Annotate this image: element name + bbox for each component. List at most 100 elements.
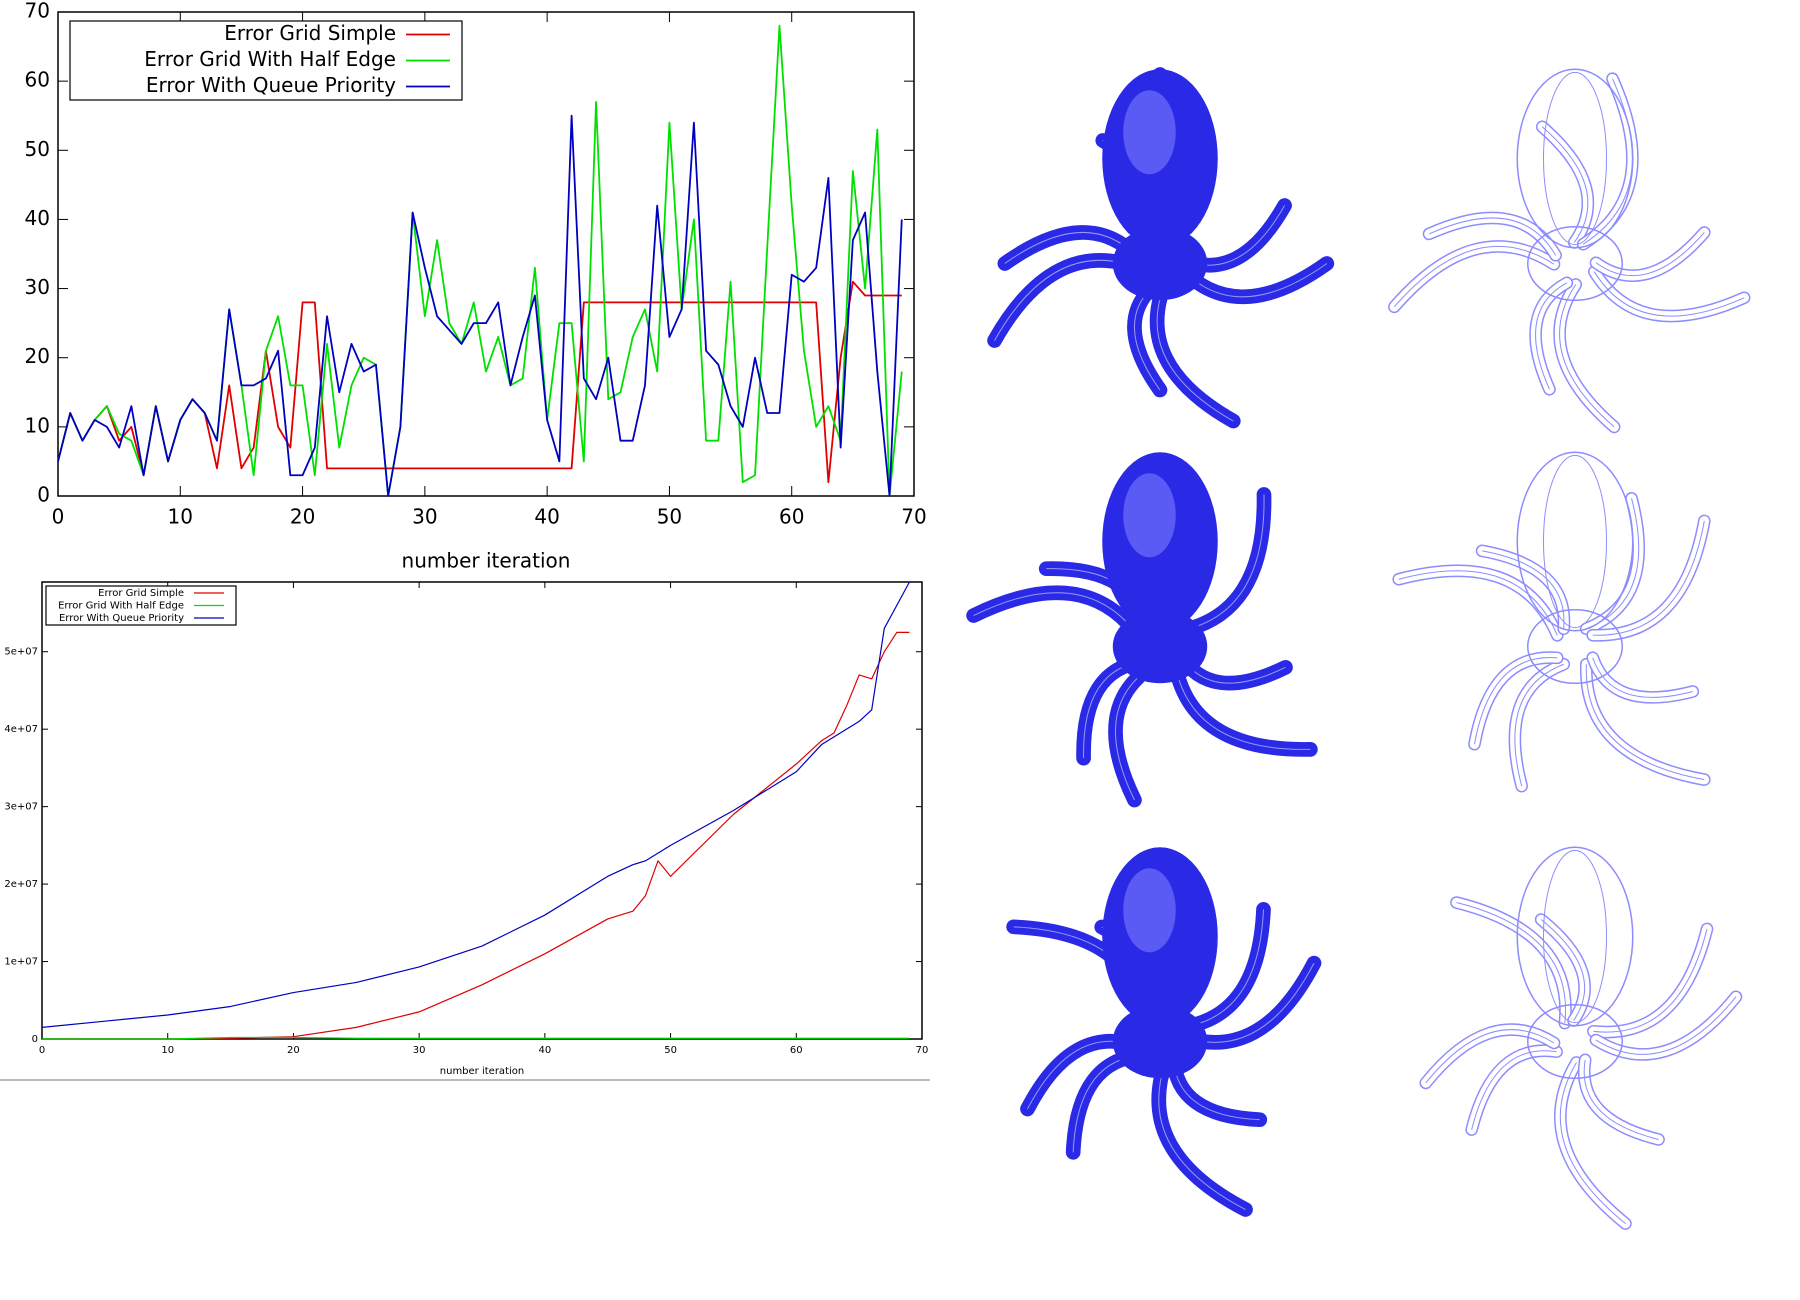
legend-label: Error Grid With Half Edge xyxy=(144,47,396,71)
tentacle-mid xyxy=(1593,271,1745,317)
body xyxy=(1112,1004,1208,1079)
tentacle-mid xyxy=(1473,657,1558,745)
wireframe-mesh xyxy=(1392,451,1711,793)
tentacle-mid xyxy=(1585,664,1705,781)
head-inner xyxy=(1543,454,1607,629)
tentacle-mid xyxy=(1583,1059,1659,1140)
head xyxy=(1516,68,1634,249)
x-tick-label: 40 xyxy=(534,505,559,529)
body xyxy=(1112,226,1208,301)
y-tick-label: 1e+07 xyxy=(4,957,38,968)
y-tick-label: 2e+07 xyxy=(4,879,38,890)
y-tick-label: 20 xyxy=(25,344,50,368)
x-axis-label: number iteration xyxy=(440,1066,524,1077)
tentacle-edge xyxy=(1156,283,1234,422)
body xyxy=(1527,1004,1623,1079)
legend-label: Error Grid Simple xyxy=(224,21,396,45)
x-tick-label: 50 xyxy=(657,505,682,529)
y-tick-label: 40 xyxy=(25,206,50,230)
tentacle xyxy=(1149,276,1241,429)
tentacle xyxy=(1591,227,1710,281)
tentacle xyxy=(1510,659,1569,791)
x-axis-label: number iteration xyxy=(402,549,571,573)
head xyxy=(1516,846,1634,1027)
series-line xyxy=(41,581,910,1028)
x-tick-label: 60 xyxy=(779,505,804,529)
tentacle-mid xyxy=(1582,78,1633,245)
x-tick-label: 30 xyxy=(412,505,437,529)
wireframe-mesh xyxy=(1388,68,1751,434)
y-tick-label: 5e+07 xyxy=(4,647,38,658)
x-tick-label: 70 xyxy=(916,1045,929,1056)
plot-frame xyxy=(57,11,915,497)
body xyxy=(1527,609,1623,684)
x-tick-label: 60 xyxy=(790,1045,803,1056)
head-shine xyxy=(1123,868,1176,953)
y-tick-label: 30 xyxy=(25,275,50,299)
tentacle-mid xyxy=(1559,1062,1626,1224)
x-tick-label: 20 xyxy=(290,505,315,529)
tentacle-edge xyxy=(1158,1061,1246,1210)
y-tick-label: 60 xyxy=(25,68,50,92)
series-line xyxy=(42,1036,910,1040)
y-tick-label: 3e+07 xyxy=(4,802,38,813)
tentacle-mid xyxy=(1425,1029,1555,1084)
tentacle xyxy=(1151,1054,1253,1217)
tentacle xyxy=(1537,121,1593,248)
tentacle xyxy=(1466,1045,1562,1135)
tentacle-mid xyxy=(1398,570,1558,636)
tentacle-mid xyxy=(1595,996,1737,1055)
plot-frame xyxy=(41,581,923,1040)
tentacle-mid xyxy=(1535,282,1568,390)
shaded-mesh xyxy=(966,452,1318,808)
tentacle-mid xyxy=(1541,126,1589,243)
x-tick-label: 0 xyxy=(39,1045,45,1056)
tentacle xyxy=(1579,1055,1664,1145)
tentacle-mid xyxy=(1559,284,1615,428)
tentacle xyxy=(1554,279,1619,432)
wireframe-mesh xyxy=(1419,846,1743,1230)
y-tick-label: 70 xyxy=(25,0,50,23)
head-shine xyxy=(1123,90,1176,175)
head-inner xyxy=(1543,849,1607,1024)
y-tick-label: 50 xyxy=(25,137,50,161)
body xyxy=(1112,609,1208,684)
y-tick-label: 4e+07 xyxy=(4,724,38,735)
x-tick-label: 0 xyxy=(52,505,65,529)
tentacle-mid xyxy=(1540,919,1586,1021)
x-tick-label: 30 xyxy=(413,1045,426,1056)
shaded-mesh xyxy=(1006,847,1322,1217)
tentacle-mid xyxy=(1595,232,1705,277)
x-tick-label: 20 xyxy=(287,1045,300,1056)
legend-box xyxy=(69,20,463,101)
series-line xyxy=(42,631,910,1040)
y-tick-label: 10 xyxy=(25,413,50,437)
tentacle-mid xyxy=(1592,520,1705,636)
y-tick-label: 0 xyxy=(37,483,50,507)
tentacle xyxy=(966,585,1148,647)
head xyxy=(1516,451,1634,632)
y-tick-label: 0 xyxy=(32,1034,38,1045)
legend-label: Error Grid With Half Edge xyxy=(58,601,184,612)
x-tick-label: 40 xyxy=(538,1045,551,1056)
tentacle-mid xyxy=(1471,1050,1557,1130)
legend-label: Error Grid Simple xyxy=(98,588,184,599)
body xyxy=(1527,226,1623,301)
head-shine xyxy=(1123,473,1176,558)
shaded-mesh xyxy=(987,67,1335,429)
tentacle-mid xyxy=(1593,928,1708,1033)
tentacle-mid xyxy=(1393,245,1555,308)
x-tick-label: 70 xyxy=(901,505,926,529)
tentacle-mid xyxy=(1514,663,1564,787)
tentacle-mid xyxy=(1456,902,1567,1024)
tentacle xyxy=(1108,658,1160,808)
x-tick-label: 50 xyxy=(664,1045,677,1056)
legend-label: Error With Queue Priority xyxy=(59,613,184,624)
series-line xyxy=(57,280,902,484)
tentacle-mid xyxy=(1592,657,1693,698)
series-line xyxy=(57,114,903,497)
legend-label: Error With Queue Priority xyxy=(146,73,396,97)
tentacle-edge xyxy=(1174,661,1311,750)
x-tick-label: 10 xyxy=(168,505,193,529)
